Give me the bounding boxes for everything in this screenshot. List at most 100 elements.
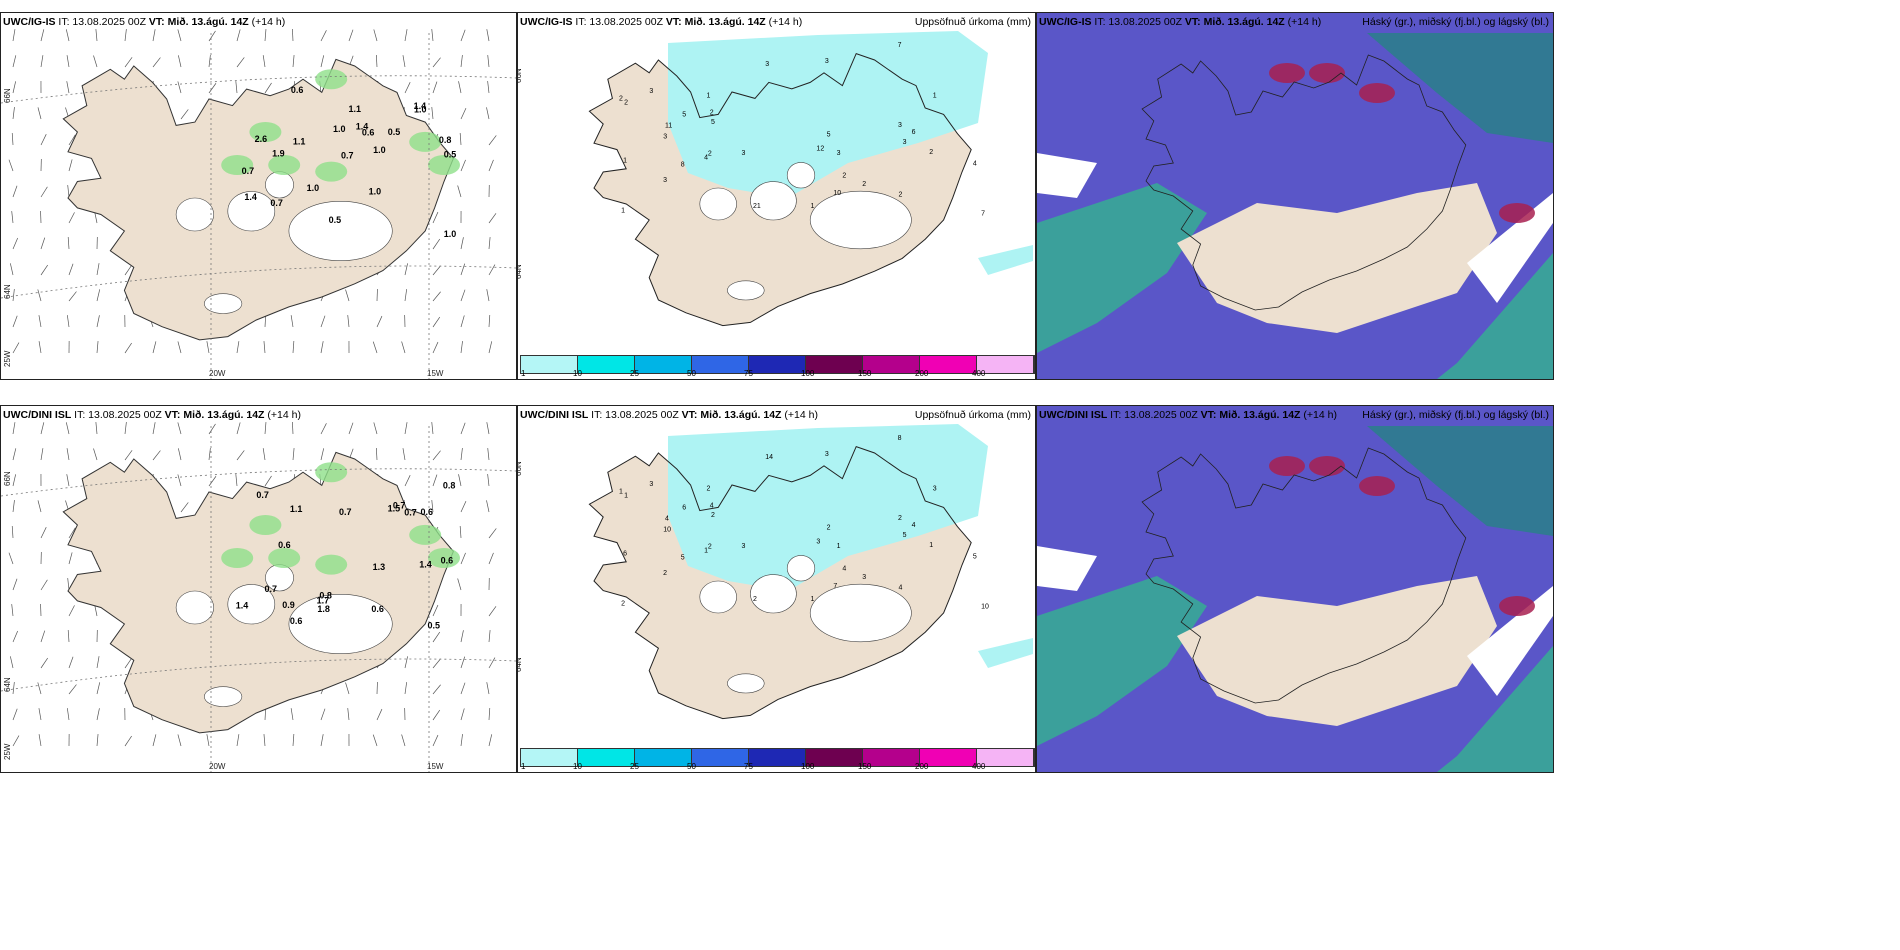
wind-barb: [177, 474, 182, 487]
parallel-64n: [1, 265, 516, 299]
wind-barb: [152, 341, 157, 354]
colorbar-label: 50: [687, 762, 696, 771]
precip-value: 2: [707, 485, 711, 492]
wind-barb: [208, 448, 211, 461]
wind-barb: [431, 29, 434, 42]
wind-barb: [96, 734, 99, 747]
iceland-outline: [1141, 447, 1467, 704]
convective-cell: [1269, 63, 1305, 83]
wind-barb: [235, 81, 238, 94]
colorbar-label: 25: [630, 369, 639, 378]
colorbar-segment: [578, 749, 635, 766]
wind-barb: [488, 135, 497, 146]
wind-barb: [178, 55, 182, 68]
wind-barb: [66, 81, 70, 94]
glacier: [288, 201, 393, 262]
panel-header: UWC/DINI ISL IT: 13.08.2025 00Z VT: Mið.…: [1039, 409, 1337, 421]
glacier: [727, 280, 765, 301]
wind-value: 0.5: [444, 150, 457, 160]
wind-barb: [488, 657, 496, 669]
precip-value: 2: [708, 151, 712, 158]
wind-barb: [12, 735, 20, 747]
wind-barb: [488, 734, 493, 747]
colorbar-label: 10: [573, 369, 582, 378]
precip-value: 3: [825, 451, 829, 458]
mid-cloud-field: [1367, 426, 1553, 536]
precip-blob: [221, 548, 254, 568]
precip-value: 1: [929, 542, 933, 549]
wind-barb: [460, 29, 466, 42]
wind-value: 1.0: [333, 124, 346, 134]
wind-value: 1.3: [373, 562, 386, 572]
lon15-label: 15W: [427, 762, 444, 771]
wind-value: 0.5: [329, 215, 342, 225]
wind-barb: [12, 289, 15, 302]
wind-barb: [486, 107, 490, 120]
wind-value: 0.6: [278, 540, 291, 550]
precip-value: 3: [663, 134, 667, 141]
wind-barb: [12, 107, 15, 120]
clear-sky: [1467, 586, 1553, 696]
colorbar-label: 200: [915, 762, 929, 771]
lat64-label: 64N: [517, 264, 523, 279]
panel-cloud-bottom: UWC/DINI ISL IT: 13.08.2025 00Z VT: Mið.…: [1036, 405, 1554, 773]
wind-barb: [93, 55, 98, 68]
wind-barb: [264, 82, 272, 94]
wind-value: 0.7: [265, 584, 278, 594]
colorbar-segment: [692, 356, 749, 373]
panel-right-label: Háský (gr.), miðský (fj.bl.) og lágský (…: [1362, 409, 1549, 421]
wind-barb: [488, 237, 491, 250]
precip-value: 1: [707, 92, 711, 99]
wind-barb: [432, 341, 439, 354]
convective-cell: [1359, 476, 1395, 496]
wind-barb: [208, 30, 216, 42]
wind-barb: [460, 500, 467, 513]
wind-barb: [404, 29, 408, 42]
wind-barb: [488, 606, 497, 617]
glacier: [727, 673, 765, 694]
wind-barb: [68, 527, 76, 539]
wind-barb: [488, 708, 491, 721]
wind-barb: [264, 422, 267, 435]
colorbar-segment: [749, 356, 806, 373]
wind-barb: [488, 341, 493, 354]
lat64-label: 64N: [517, 657, 523, 672]
wind-barb: [486, 500, 490, 513]
wind-barb: [460, 107, 467, 120]
colorbar-segment: [920, 356, 977, 373]
precip-value: 6: [682, 505, 686, 512]
wind-barb: [290, 315, 294, 328]
wind-barb: [66, 708, 70, 721]
iceland-landmass: [588, 52, 972, 327]
wind-barb: [12, 578, 18, 591]
wind-barb: [402, 448, 406, 461]
wind-barb: [152, 29, 156, 42]
colorbar-segment: [578, 356, 635, 373]
wind-barb: [68, 134, 76, 146]
colorbar-label: 1: [521, 369, 526, 378]
glacier: [750, 574, 797, 614]
precip-value: 14: [765, 454, 773, 461]
panel-wind-bottom: 0.6 0.7 0.6 1.7 1.3 0.6 1.4 0.7 1.4 1.8 1.5 0.7 0.6 0…: [0, 405, 517, 773]
lon20-label: 20W: [209, 369, 226, 378]
wind-barb: [66, 474, 70, 487]
wind-barb: [376, 708, 383, 721]
colorbar-label: 400: [972, 762, 986, 771]
precip-value: 10: [663, 527, 671, 534]
panel-precip-bottom: 1 2 1 1 3 2 4 8 7 6 5 14 10 4 3 2 5 3 4 6 10 2 4 1 2 3 1 2 5 4 3 2 1 3 2 U…: [517, 405, 1036, 773]
wind-barb: [152, 57, 161, 68]
wind-value: 0.5: [388, 127, 401, 137]
wind-barb: [67, 578, 70, 591]
precip-value: 1: [621, 208, 625, 215]
wind-barb: [460, 656, 466, 669]
lat64-label: 64N: [3, 284, 12, 299]
wind-barb: [263, 734, 266, 747]
wind-barb: [10, 263, 14, 276]
glacier: [204, 686, 243, 707]
wind-barb: [432, 316, 441, 328]
wind-barb: [40, 579, 48, 591]
precip-field: [668, 424, 988, 591]
panel-header: UWC/DINI ISL IT: 13.08.2025 00Z VT: Mið.…: [520, 409, 818, 421]
precip-blob: [268, 155, 301, 175]
